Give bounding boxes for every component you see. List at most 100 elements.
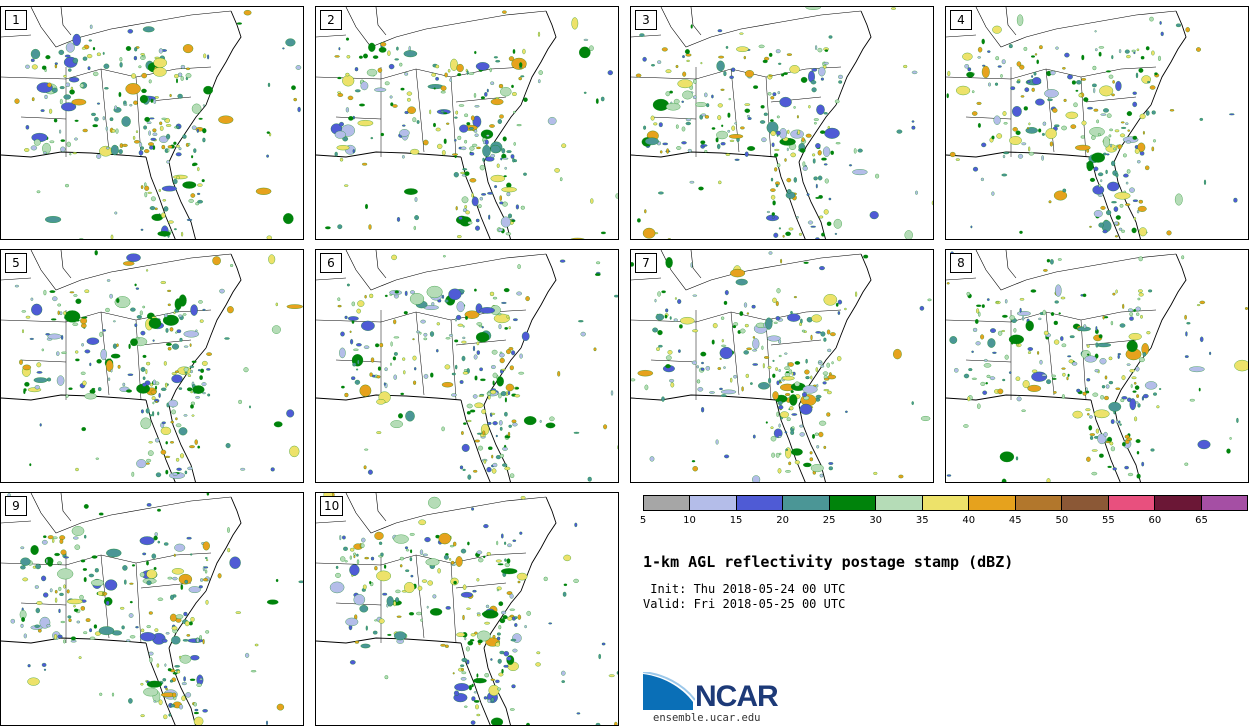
reflectivity-cell [723, 366, 726, 369]
reflectivity-cell [610, 390, 614, 396]
reflectivity-cell [338, 47, 341, 51]
panel-number: 7 [635, 253, 657, 273]
reflectivity-cell [454, 138, 457, 142]
reflectivity-cell [54, 589, 58, 594]
reflectivity-cell [975, 341, 981, 346]
reflectivity-cell [185, 73, 192, 79]
reflectivity-cell [179, 655, 182, 659]
reflectivity-cell [352, 362, 357, 367]
reflectivity-cell [1016, 61, 1022, 67]
reflectivity-cell [500, 87, 512, 97]
reflectivity-cell [153, 535, 158, 541]
reflectivity-cell [352, 149, 355, 154]
panel-number: 2 [320, 10, 342, 30]
reflectivity-cell [1115, 289, 1118, 294]
reflectivity-cell [1020, 95, 1025, 98]
reflectivity-cell [717, 143, 721, 150]
reflectivity-map [1, 250, 303, 482]
reflectivity-cell [1062, 188, 1067, 193]
reflectivity-cell [667, 350, 673, 355]
reflectivity-cell [772, 359, 775, 362]
reflectivity-cell [483, 524, 489, 529]
reflectivity-cell [102, 116, 105, 121]
reflectivity-cell [490, 174, 506, 183]
reflectivity-cell [139, 572, 145, 578]
reflectivity-cell [511, 350, 516, 356]
reflectivity-cell [820, 364, 825, 368]
reflectivity-cell [1091, 449, 1098, 452]
reflectivity-cell [335, 565, 339, 569]
reflectivity-cell [1115, 215, 1121, 220]
reflectivity-cell [196, 128, 199, 133]
reflectivity-cell [457, 135, 462, 140]
reflectivity-cell [161, 638, 168, 643]
map-boundary-line [690, 7, 702, 36]
map-boundary-line [415, 554, 425, 639]
map-boundary-line [775, 399, 806, 482]
reflectivity-cell [170, 594, 174, 601]
reflectivity-cell [1175, 23, 1182, 28]
reflectivity-cell [152, 339, 155, 342]
reflectivity-cell [1203, 179, 1207, 185]
reflectivity-cell [1099, 358, 1107, 365]
reflectivity-cell [89, 636, 96, 640]
reflectivity-cell [488, 684, 500, 696]
reflectivity-cell [370, 556, 375, 561]
reflectivity-cell [1016, 396, 1022, 402]
reflectivity-cell [700, 351, 707, 357]
reflectivity-cell [225, 443, 231, 449]
reflectivity-cell [176, 467, 182, 471]
reflectivity-cell [768, 52, 773, 57]
reflectivity-cell [473, 700, 480, 703]
reflectivity-cell [475, 218, 480, 223]
reflectivity-cell [175, 152, 182, 157]
reflectivity-cell [483, 140, 486, 145]
reflectivity-cell [54, 552, 60, 557]
reflectivity-cell [1027, 351, 1032, 354]
reflectivity-cell [801, 137, 805, 142]
reflectivity-cell [1108, 356, 1113, 361]
reflectivity-cell [129, 582, 134, 585]
reflectivity-cell [814, 432, 819, 436]
reflectivity-cell [644, 384, 649, 391]
reflectivity-cell [815, 367, 818, 373]
reflectivity-cell [480, 129, 494, 140]
reflectivity-cell [1067, 355, 1072, 358]
reflectivity-cell [677, 79, 693, 89]
reflectivity-cell [1038, 317, 1042, 321]
reflectivity-cell [731, 125, 736, 131]
reflectivity-cell [473, 354, 478, 360]
reflectivity-cell [985, 382, 988, 385]
reflectivity-cell [1125, 140, 1131, 144]
reflectivity-cell [138, 65, 142, 69]
reflectivity-cell [752, 475, 761, 482]
reflectivity-cell [138, 150, 144, 156]
reflectivity-cell [1101, 385, 1106, 389]
reflectivity-cell [1015, 130, 1021, 136]
reflectivity-cell [511, 684, 516, 689]
reflectivity-cell [476, 578, 480, 582]
reflectivity-cell [45, 216, 62, 223]
reflectivity-cell [711, 127, 716, 130]
reflectivity-cell [59, 98, 63, 105]
reflectivity-cell [474, 288, 477, 292]
reflectivity-cell [431, 72, 437, 77]
reflectivity-cell [511, 84, 514, 89]
reflectivity-cell [81, 323, 87, 329]
reflectivity-cell [700, 367, 705, 371]
reflectivity-cell [563, 554, 572, 562]
reflectivity-cell [91, 387, 96, 391]
reflectivity-cell [763, 112, 768, 116]
reflectivity-cell [1142, 352, 1147, 357]
reflectivity-cell [75, 350, 79, 354]
reflectivity-cell [1234, 359, 1248, 372]
reflectivity-cell [110, 369, 113, 373]
reflectivity-cell [1000, 74, 1003, 78]
reflectivity-cell [422, 553, 428, 557]
reflectivity-cell [730, 377, 733, 383]
reflectivity-cell [513, 318, 518, 322]
reflectivity-cell [746, 114, 750, 118]
reflectivity-cell [1106, 113, 1112, 118]
reflectivity-cell [1189, 398, 1195, 402]
reflectivity-cell [977, 56, 981, 59]
